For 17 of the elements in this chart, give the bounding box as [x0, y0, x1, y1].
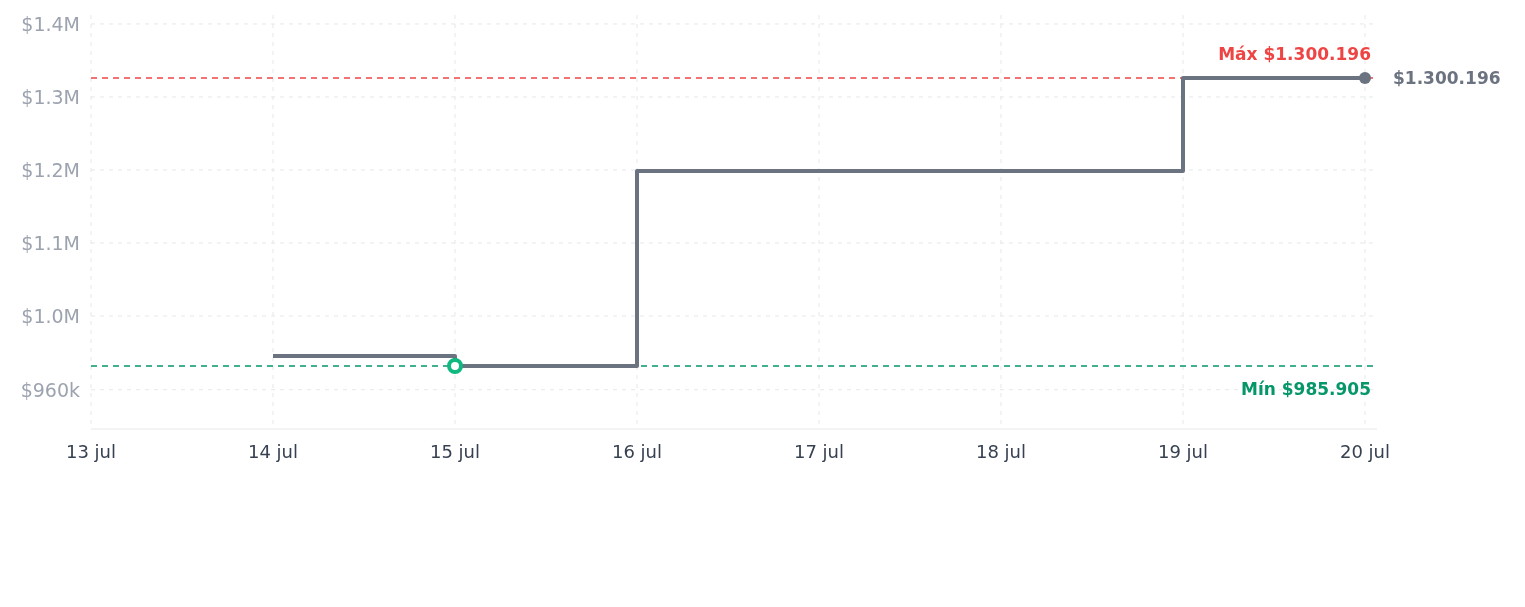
- y-tick-label: $1.3M: [21, 85, 80, 108]
- annotation: $1.300.196: [1393, 67, 1501, 88]
- y-tick-label: $960k: [20, 378, 80, 401]
- x-tick-label: 18 jul: [975, 441, 1027, 462]
- x-tick-label: 15 jul: [429, 441, 481, 462]
- x-tick-label: 13 jul: [65, 441, 117, 462]
- x-tick-label: 16 jul: [611, 441, 663, 462]
- y-tick-label: $1.4M: [21, 12, 80, 35]
- x-tick-label: 20 jul: [1339, 441, 1391, 462]
- y-tick-label: $1.1M: [21, 231, 80, 254]
- x-tick-label: 19 jul: [1157, 441, 1209, 462]
- y-tick-label: $1.2M: [21, 158, 80, 181]
- y-tick-label: $1.0M: [21, 304, 80, 327]
- x-tick-label: 17 jul: [793, 441, 845, 462]
- x-tick-label: 14 jul: [247, 441, 299, 462]
- ref-line-label: Mín $985.905: [1240, 378, 1371, 399]
- ref-line-label: Máx $1.300.196: [1218, 43, 1371, 64]
